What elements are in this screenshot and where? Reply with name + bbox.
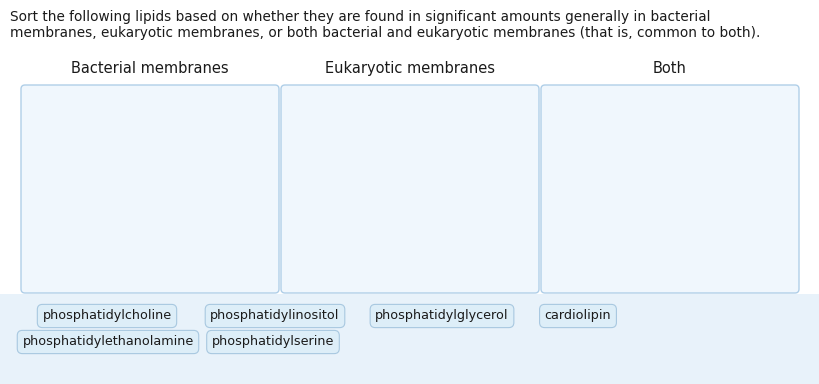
FancyBboxPatch shape bbox=[281, 85, 539, 293]
Text: Bacterial membranes: Bacterial membranes bbox=[71, 61, 229, 76]
Text: phosphatidylcholine: phosphatidylcholine bbox=[43, 310, 171, 323]
Text: phosphatidylinositol: phosphatidylinositol bbox=[210, 310, 340, 323]
Text: phosphatidylethanolamine: phosphatidylethanolamine bbox=[22, 336, 193, 349]
FancyBboxPatch shape bbox=[21, 85, 279, 293]
Text: membranes, eukaryotic membranes, or both bacterial and eukaryotic membranes (tha: membranes, eukaryotic membranes, or both… bbox=[10, 26, 760, 40]
FancyBboxPatch shape bbox=[0, 294, 819, 384]
FancyBboxPatch shape bbox=[541, 85, 799, 293]
Text: Both: Both bbox=[653, 61, 687, 76]
Text: phosphatidylserine: phosphatidylserine bbox=[212, 336, 334, 349]
Text: Sort the following lipids based on whether they are found in significant amounts: Sort the following lipids based on wheth… bbox=[10, 10, 711, 24]
Text: cardiolipin: cardiolipin bbox=[545, 310, 611, 323]
Text: Eukaryotic membranes: Eukaryotic membranes bbox=[325, 61, 495, 76]
Text: phosphatidylglycerol: phosphatidylglycerol bbox=[375, 310, 509, 323]
